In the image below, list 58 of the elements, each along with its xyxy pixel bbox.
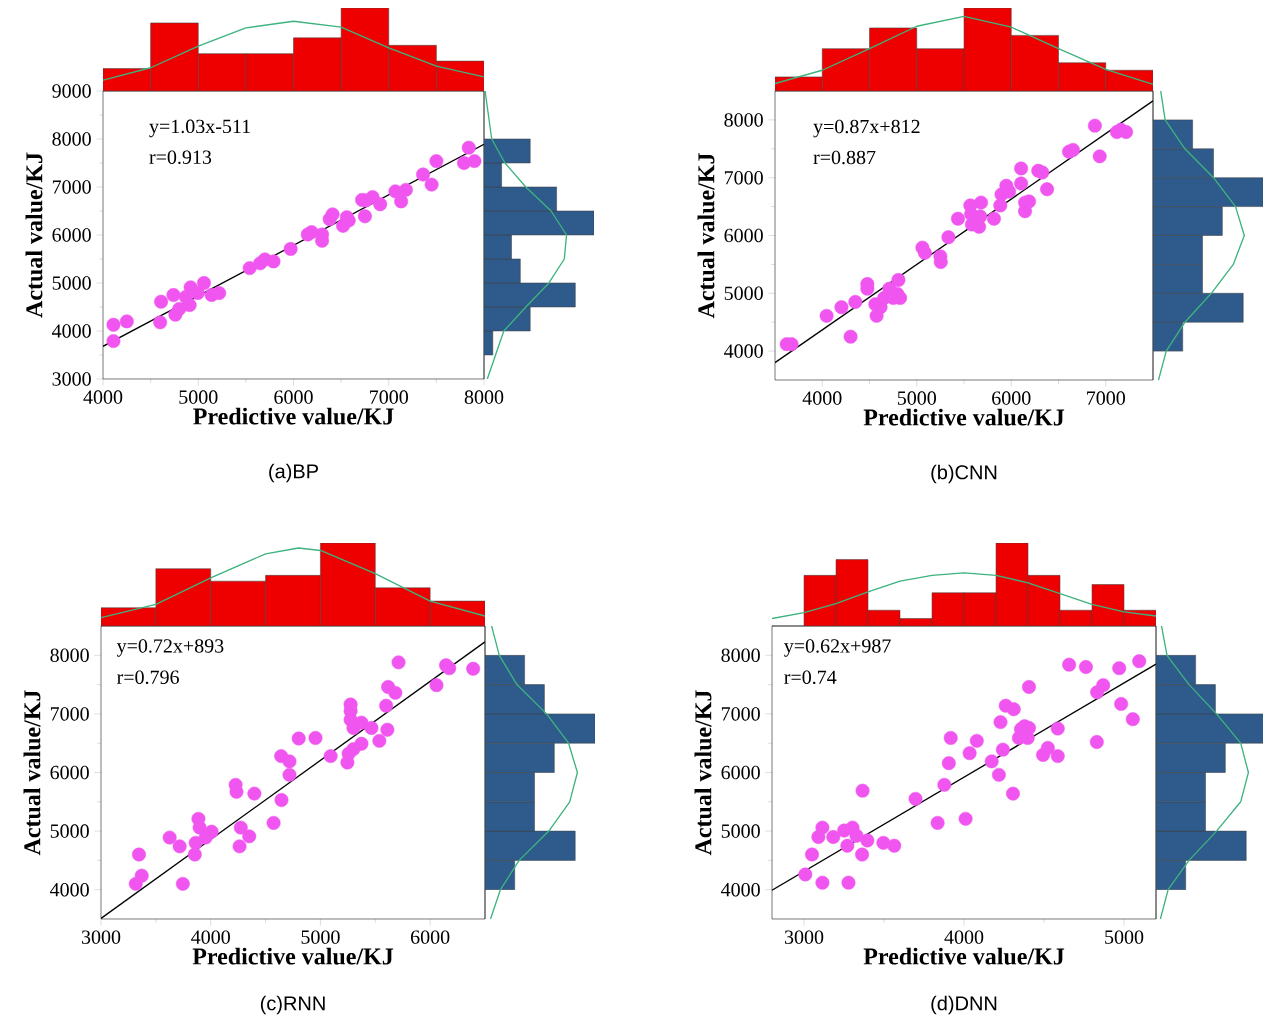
y-tick-label: 4000 — [50, 882, 89, 897]
x-tick-label: 4000 — [191, 930, 230, 944]
x-tick-label: 4000 — [83, 390, 123, 404]
annotation: y=0.62x+987 — [784, 639, 891, 657]
x-tick-label: 8000 — [464, 390, 504, 404]
y-tick-label: 5000 — [724, 286, 763, 301]
annotation: r=0.913 — [149, 150, 212, 165]
y-tick-label: 7000 — [50, 707, 89, 721]
x-tick-label: 5000 — [897, 391, 936, 405]
text: (a)BP — [269, 463, 318, 483]
y-axis-title: Actual value/KJ — [25, 152, 43, 318]
y-tick-label: 8000 — [721, 648, 760, 663]
y-tick-label: 5000 — [721, 824, 760, 838]
text: (c)RNN — [260, 995, 325, 1015]
y-tick-label: 9000 — [52, 84, 91, 98]
x-axis-title: Predictive value/KJ — [863, 408, 1065, 426]
x-tick-label: 4000 — [802, 391, 842, 405]
x-tick-label: 3000 — [81, 930, 121, 944]
y-tick-label: 6000 — [52, 228, 91, 242]
y-tick-label: 4000 — [52, 324, 91, 338]
y-tick-label: 8000 — [50, 648, 89, 663]
x-tick-label: 5000 — [179, 390, 218, 404]
y-tick-label: 8000 — [52, 132, 91, 146]
y-tick-label: 7000 — [724, 170, 763, 185]
x-tick-label: 6000 — [274, 390, 313, 404]
annotation: y=0.72x+893 — [116, 639, 224, 657]
annotation: r=0.796 — [117, 670, 179, 685]
annotation: y=1.03x-511 — [149, 119, 250, 138]
y-axis-title: Actual value/KJ — [23, 690, 41, 856]
x-axis-title: Predictive value/KJ — [193, 407, 394, 425]
x-tick-label: 6000 — [411, 930, 450, 944]
x-tick-label: 7000 — [1087, 391, 1125, 405]
x-axis-title: Predictive value/KJ — [192, 947, 394, 965]
y-tick-label: 4000 — [721, 882, 760, 897]
y-axis-title: Actual value/KJ — [697, 153, 715, 319]
y-tick-label: 6000 — [724, 228, 763, 243]
y-tick-label: 3000 — [52, 372, 91, 386]
y-axis-title: Actual value/KJ — [694, 690, 712, 856]
y-tick-label: 6000 — [721, 765, 760, 780]
annotation: r=0.887 — [813, 150, 876, 165]
x-tick-label: 4000 — [944, 930, 984, 944]
annotation: r=0.74 — [784, 670, 837, 685]
x-tick-label: 7000 — [370, 390, 408, 404]
annotation: y=0.87x+812 — [813, 119, 920, 138]
y-tick-label: 7000 — [721, 707, 760, 721]
x-tick-label: 3000 — [784, 930, 824, 944]
text: (d)DNN — [931, 995, 997, 1015]
y-tick-label: 4000 — [724, 344, 763, 358]
x-tick-label: 5000 — [301, 930, 340, 944]
x-axis-title: Predictive value/KJ — [863, 947, 1065, 965]
y-tick-label: 6000 — [50, 765, 89, 780]
y-tick-label: 5000 — [50, 824, 89, 838]
x-tick-label: 5000 — [1105, 930, 1144, 944]
y-tick-label: 7000 — [52, 180, 91, 194]
y-tick-label: 8000 — [724, 113, 763, 127]
x-tick-label: 6000 — [992, 391, 1031, 405]
text: (b)CNN — [931, 464, 997, 484]
y-tick-label: 5000 — [52, 276, 91, 290]
